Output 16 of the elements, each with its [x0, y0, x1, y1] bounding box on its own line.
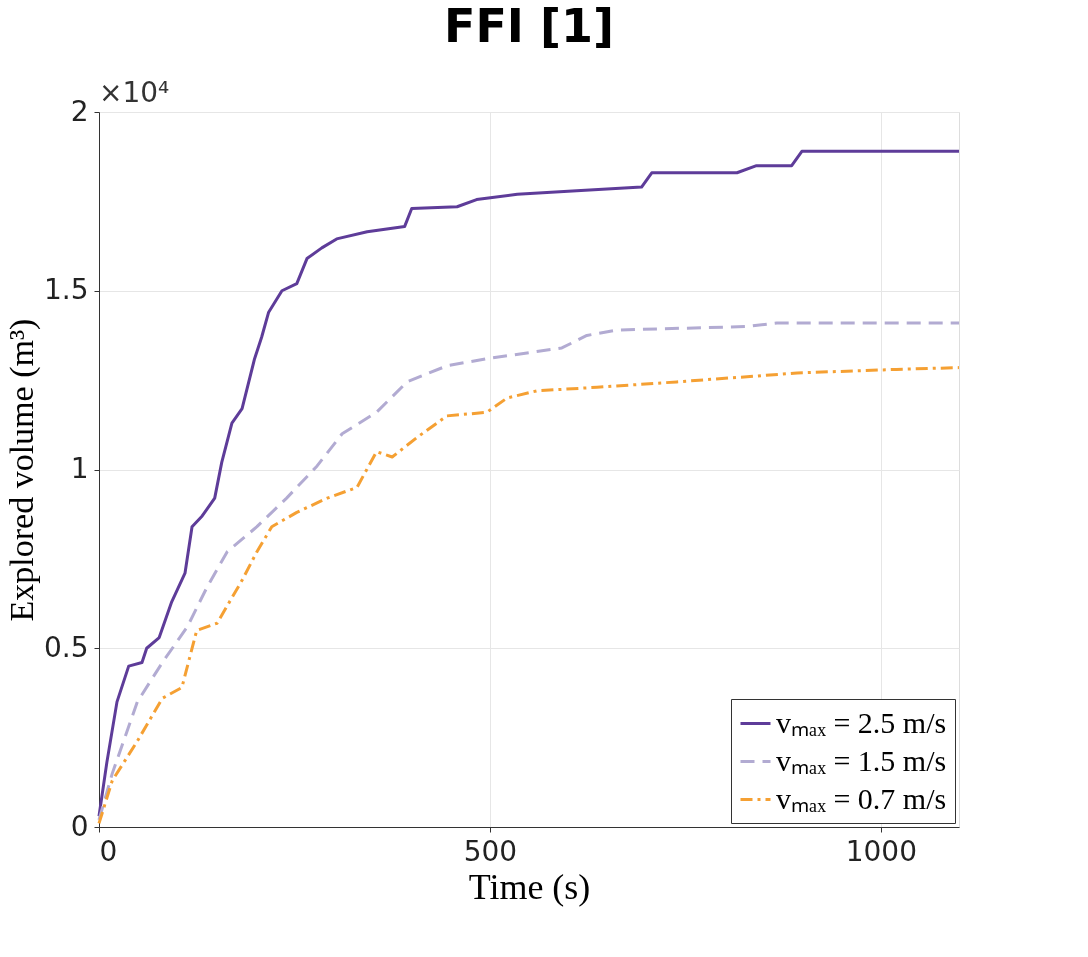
x-axis-title: Time (s) — [468, 866, 591, 907]
x-tick-label: 1000 — [845, 834, 917, 868]
legend-label: vₘₐₓ = 1.5 m/s — [776, 743, 947, 777]
y-axis-title: Explored volume (m³) — [2, 318, 41, 622]
chart-title: FFI [1] — [443, 0, 615, 53]
text: ×10⁴ — [99, 76, 170, 109]
legend-label: vₘₐₓ = 2.5 m/s — [776, 705, 947, 739]
x-tick-label: 0 — [99, 834, 118, 868]
legend-label: vₘₐₓ = 0.7 m/s — [776, 781, 947, 815]
x-tick-label: 500 — [463, 834, 518, 868]
y-tick-label: 1 — [70, 452, 89, 485]
y-tick-label: 1.5 — [43, 273, 89, 307]
line-series — [97, 149, 961, 818]
y-tick-label: 2 — [70, 94, 89, 128]
y-tick-label: 0.5 — [43, 630, 89, 664]
y-tick-label: 0 — [70, 809, 89, 843]
